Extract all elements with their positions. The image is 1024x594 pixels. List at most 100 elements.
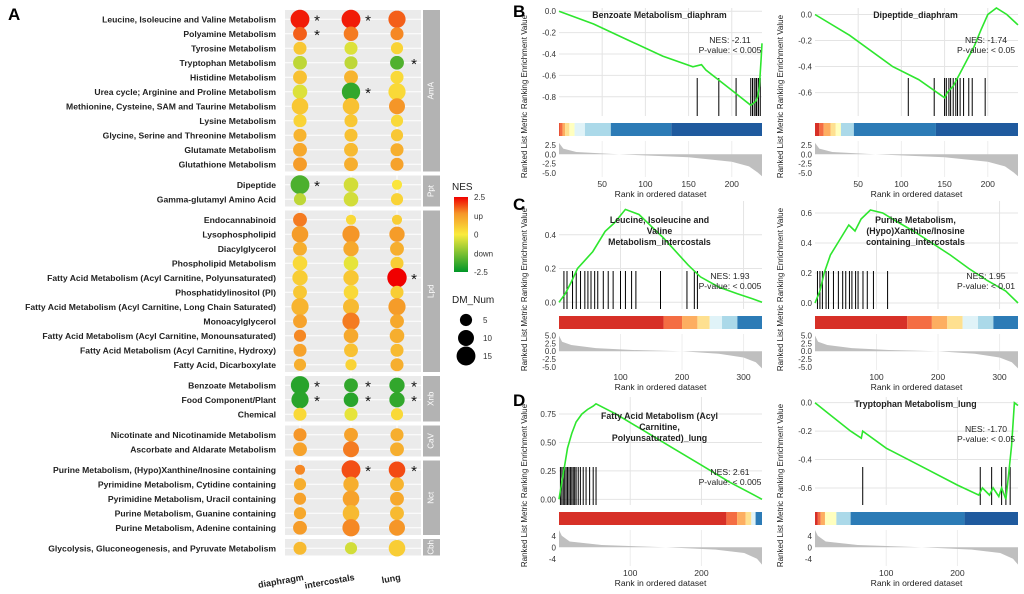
row-label: Polyamine Metabolism [183,29,276,39]
es-axis-label: Ranking Enrichment Value [520,14,529,109]
bubble [293,285,307,300]
heat-segment [709,316,723,329]
bubble [343,476,359,492]
nes-legend-title: NES [452,182,473,193]
heat-segment [815,123,820,136]
heat-segment [978,316,994,329]
heat-segment [722,316,738,329]
facet-strip [423,460,440,535]
ranked-metric-area [559,335,762,369]
heat-segment [836,512,851,525]
row-label: Methionine, Cysteine, SAM and Taurine Me… [66,101,276,111]
bubble [342,504,360,522]
bubble [388,10,406,28]
size-legend-title: DM_Num [452,295,494,306]
significance-star: * [411,56,417,73]
bubble [390,408,404,421]
title-line: Polyunsaturated)_lung [612,433,707,443]
es-tick-label: -0.2 [798,427,812,436]
es-tick-label: -0.4 [798,456,812,465]
pvalue-text: P-value: < 0.005 [699,281,762,291]
heat-segment [820,512,825,525]
panel-title: Dipeptide_diaphram [873,10,958,20]
facet-strip [423,425,440,457]
bubble [390,285,404,299]
rank-tick-label: 0.0 [545,347,557,356]
panel-label: D [513,391,525,410]
bubble [341,82,361,101]
rank-tick-label: 2.5 [801,339,813,348]
ranked-metric-area [815,530,1018,565]
rank-tick-label: -2.5 [542,355,556,364]
x-tick-label: 50 [597,179,607,189]
panel-title: Fatty Acid Metabolism (Acyl Carnitine, Pol… [601,411,718,443]
heat-segment [559,123,563,136]
bubble [390,477,404,492]
bubble [293,492,307,505]
row-label: Diacylglycerol [218,244,276,254]
row-label: Purine Metabolism, Adenine containing [115,523,276,533]
x-tick-label: 300 [736,372,751,382]
bubble [292,270,308,286]
row-label: Chemical [238,409,276,419]
significance-star: * [365,378,371,395]
enrichment-curve [558,402,763,501]
title-line: Metabolism_intercostals [608,237,711,247]
es-tick-label: 0.0 [545,298,557,307]
significance-star: * [411,378,417,395]
rank-axis-label: Ranked List Metric [520,305,529,371]
size-tick-label: 15 [483,352,492,361]
es-tick-label: 0.4 [801,239,813,248]
bubble [342,519,360,537]
panel-title: Tryptophan Metabolism_lung [854,399,976,409]
es-axis-label: Ranking Enrichment Value [776,207,785,302]
rank-axis-label: Ranked List Metric [776,501,785,567]
panel-title: Benzoate Metabolism_diaphram [592,10,727,20]
row-label: Tryptophan Metabolism [180,58,277,68]
bubble [293,114,307,128]
size-legend-dot [458,330,474,346]
bubble [388,83,406,101]
panel-title: Purine Metabolism, (Hypo)Xanthine/Inosine… [866,215,965,247]
x-tick-label: 50 [853,179,863,189]
es-tick-label: 0.6 [801,209,813,218]
panel-label-a: A [8,5,20,24]
title-line: Carnitine, [639,422,680,432]
row-label: Fatty Acid, Dicarboxylate [174,360,277,370]
facet-strip [423,376,440,422]
significance-star: * [365,463,371,480]
facet-strip [423,175,440,207]
bubble [293,157,307,172]
title-line: (Hypo)Xanthine/Inosine [866,226,964,236]
heat-segment [559,316,664,329]
heat-segment [993,316,1018,329]
row-label: Purine Metabolism, Guanine containing [115,508,276,518]
bubble [342,97,360,115]
column-label: lung [381,572,401,585]
significance-star: * [314,378,320,395]
x-tick-label: 100 [879,568,894,578]
nes-tick-label: 2.5 [474,193,486,202]
bubble [344,41,358,55]
nes-text: NES: -2.11 [709,35,751,45]
bubble [390,256,404,270]
row-label: Fatty Acid Metabolism (Acyl Carnitine, L… [25,302,276,312]
row-label: Histidine Metabolism [190,72,276,82]
bubble [291,97,309,115]
row-label: Tyrosine Metabolism [191,43,276,53]
bubble [290,376,310,395]
bubble [341,460,361,480]
bubble [343,255,359,271]
rank-tick-label: -5.0 [798,363,812,372]
bubble [343,241,359,257]
heat-segment [853,123,936,136]
heat-segment [569,123,575,136]
x-tick-label: 300 [992,372,1007,382]
significance-star: * [365,85,371,102]
bubble [293,343,307,357]
bubble [344,157,358,172]
group-ama: AmA Leucine, Isoleucine and Valine Metabo… [66,9,440,172]
rank-tick-label: 0.0 [801,150,813,159]
